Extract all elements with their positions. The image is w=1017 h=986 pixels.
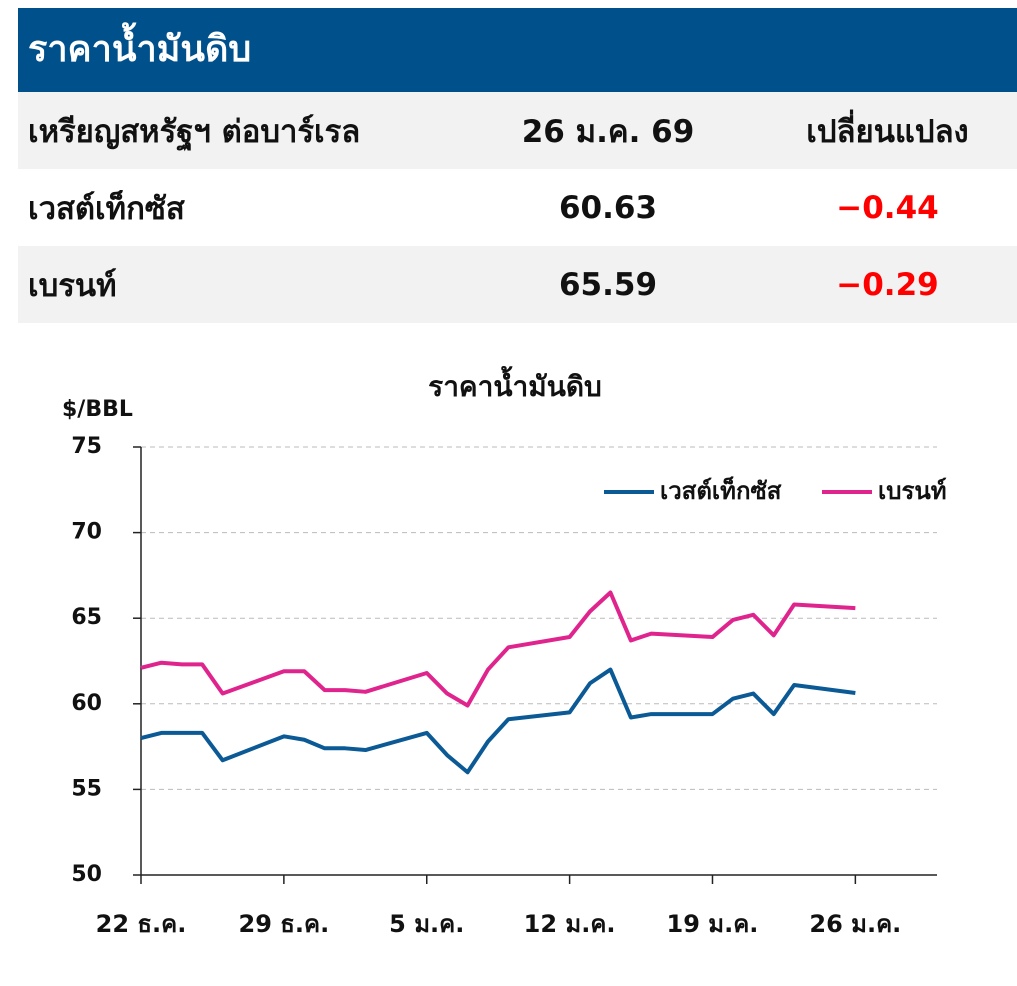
legend-label: เบรนท์ — [878, 477, 947, 505]
y-tick-label: 65 — [71, 605, 102, 630]
series-line — [140, 667, 856, 775]
x-tick-label: 29 ธ.ค. — [239, 910, 330, 938]
y-tick-label: 70 — [71, 520, 102, 545]
cell: เวสต์เท็กซัส — [28, 190, 185, 227]
header-cell: เหรียญสหรัฐฯ ต่อบาร์เรล — [28, 113, 361, 150]
cell: −0.29 — [836, 266, 939, 303]
y-tick-label: 60 — [71, 691, 102, 716]
cell: 60.63 — [558, 189, 658, 226]
header-cell: 26 ม.ค. 69 — [521, 113, 695, 150]
table-title: ราคาน้ำมันดิบ — [18, 8, 1017, 92]
y-tick-label: 55 — [71, 776, 102, 801]
cell: −0.44 — [836, 189, 939, 226]
x-tick-label: 22 ธ.ค. — [96, 910, 187, 938]
header-cell: เปลี่ยนแปลง — [806, 113, 969, 150]
y-tick-label: 75 — [71, 434, 102, 459]
cell: 65.59 — [558, 266, 658, 303]
series-line — [140, 590, 856, 708]
chart-title: ราคาน้ำมันดิบ — [428, 365, 602, 403]
x-tick-label: 19 ม.ค. — [667, 910, 759, 938]
x-tick-label: 26 ม.ค. — [809, 910, 901, 938]
x-tick-label: 5 ม.ค. — [389, 910, 464, 938]
y-tick-label: 50 — [71, 862, 102, 887]
table-row: เวสต์เท็กซัส 60.63 −0.44 — [18, 169, 1017, 246]
table-row: เบรนท์ 65.59 −0.29 — [18, 246, 1017, 323]
x-tick-label: 12 ม.ค. — [524, 910, 616, 938]
price-table: ราคาน้ำมันดิบ เหรียญสหรัฐฯ ต่อบาร์เรล 26… — [18, 8, 1017, 323]
legend-label: เวสต์เท็กซัส — [660, 476, 782, 505]
cell: เบรนท์ — [28, 267, 117, 304]
y-axis-label: $/BBL — [62, 397, 133, 422]
header-row: เหรียญสหรัฐฯ ต่อบาร์เรล 26 ม.ค. 69 เปลี่… — [18, 92, 1017, 169]
